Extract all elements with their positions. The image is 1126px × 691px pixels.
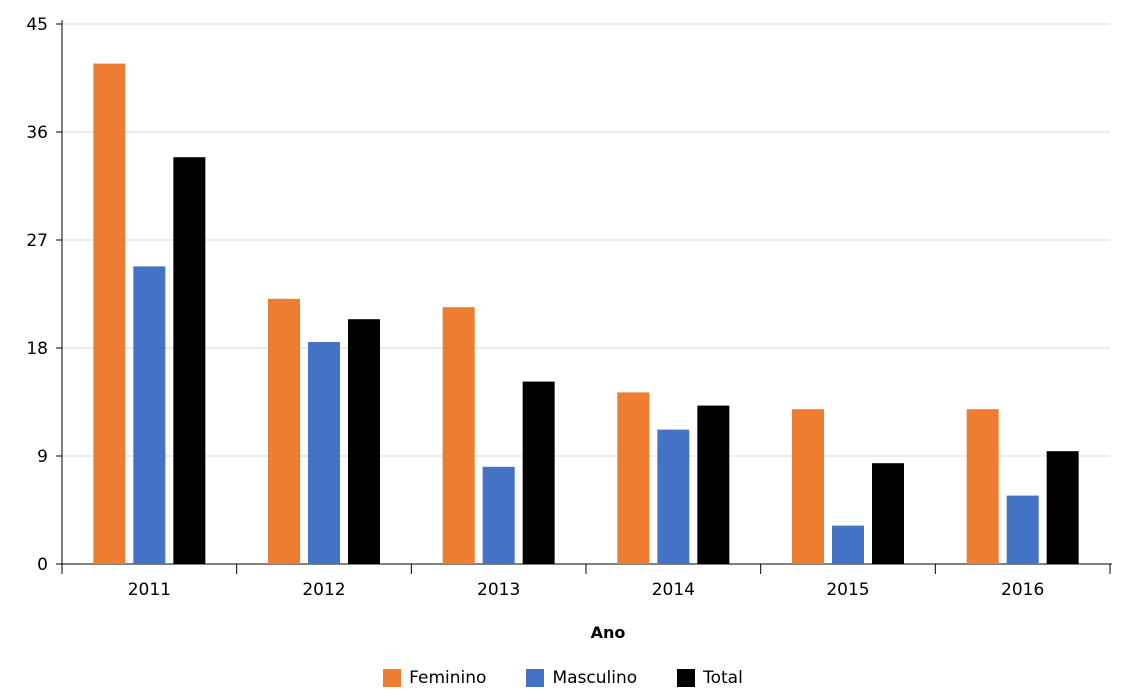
x-tick-label: 2015 <box>826 580 869 600</box>
bar-feminino-2015 <box>792 409 824 564</box>
legend-item-feminino: Feminino <box>383 668 486 688</box>
x-axis-title: Ano <box>591 623 626 642</box>
y-tick-label: 45 <box>26 15 48 35</box>
x-tick-label: 2014 <box>652 580 695 600</box>
bar-feminino-2014 <box>617 392 650 564</box>
bar-feminino-2016 <box>966 409 999 564</box>
bar-feminino-2012 <box>268 298 300 564</box>
legend-label-masculino: Masculino <box>552 668 638 688</box>
legend-label-total: Total <box>703 668 743 688</box>
legend-item-total: Total <box>677 668 743 688</box>
y-tick-label: 9 <box>37 447 48 467</box>
y-tick-label: 27 <box>26 231 48 251</box>
legend-label-feminino: Feminino <box>409 668 487 688</box>
bar-masculino-2016 <box>1006 495 1039 564</box>
bar-masculino-2013 <box>482 466 515 564</box>
bar-total-2015 <box>872 463 904 564</box>
bar-chart: 0 9 18 27 36 45 2011 2012 2013 2014 2015 2016 Ano <box>26 15 1112 642</box>
bar-total-2014 <box>697 405 730 564</box>
x-tick-label: 2011 <box>128 580 171 600</box>
y-tick-label: 18 <box>26 339 48 359</box>
legend-swatch-masculino <box>526 669 545 687</box>
bar-total-2016 <box>1046 451 1079 564</box>
bar-feminino-2013 <box>442 307 475 564</box>
legend-swatch-feminino <box>383 669 402 687</box>
bar-feminino-2011 <box>93 63 126 564</box>
bar-masculino-2012 <box>308 342 340 564</box>
bar-total-2011 <box>173 157 206 564</box>
bar-total-2012 <box>348 319 380 564</box>
legend-swatch-total <box>677 669 696 687</box>
bar-masculino-2014 <box>657 429 690 564</box>
x-tick-label: 2016 <box>1001 580 1044 600</box>
bar-masculino-2015 <box>832 525 864 564</box>
y-tick-label: 36 <box>26 123 48 143</box>
bar-total-2013 <box>522 381 555 564</box>
x-tick-label: 2013 <box>477 580 520 600</box>
bar-masculino-2011 <box>133 266 166 564</box>
x-tick-label: 2012 <box>302 580 345 600</box>
legend: Feminino Masculino Total <box>0 668 1126 688</box>
legend-item-masculino: Masculino <box>526 668 637 688</box>
y-tick-label: 0 <box>37 555 48 575</box>
